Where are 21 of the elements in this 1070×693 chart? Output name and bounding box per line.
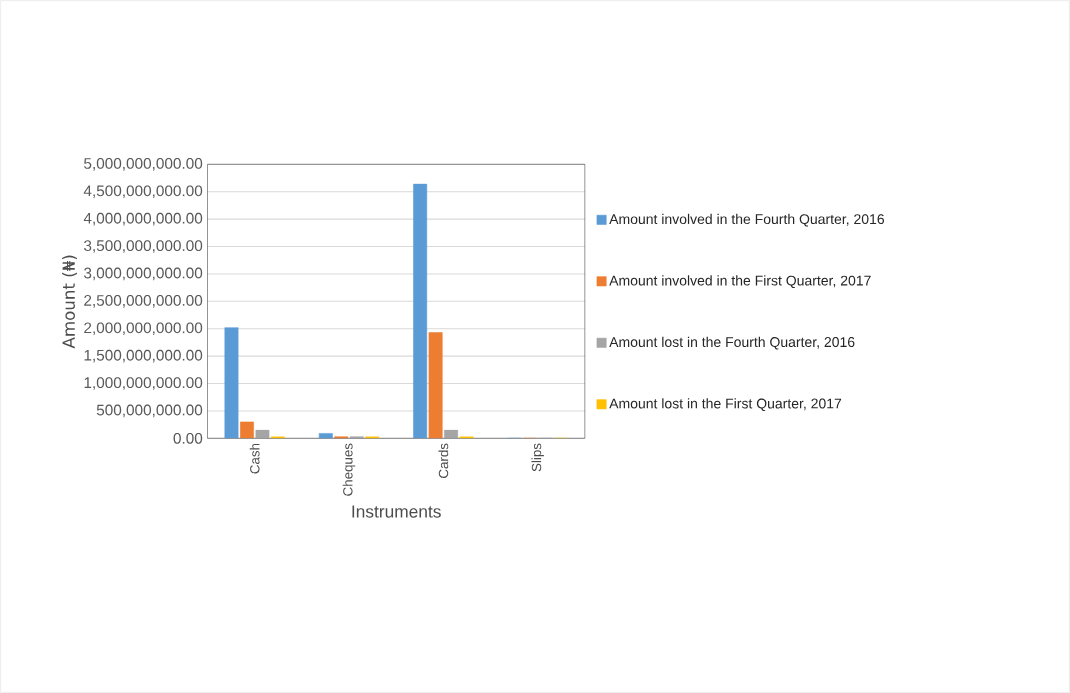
legend-label: Amount lost in the First Quarter, 2017 [609, 398, 842, 411]
legend-label: Amount involved in the Fourth Quarter, 2016 [609, 213, 885, 227]
y-tick-label: 4,500,000,000.00 [83, 185, 203, 199]
legend-label: Amount lost in the Fourth Quarter, 2016 [609, 336, 855, 350]
y-tick-label: 5,000,000,000.00 [84, 158, 203, 171]
y-tick-label: 3,000,000,000.00 [84, 267, 203, 281]
x-tick-label: Cash [249, 443, 260, 474]
x-tick-label: Cards [438, 443, 449, 478]
y-axis-title: Amount (₦) [62, 255, 77, 349]
y-tick-label: 500,000,000.00 [96, 404, 203, 418]
x-tick-label: Slips [531, 443, 544, 472]
legend-label: Amount involved in the First Quarter, 2017 [609, 275, 871, 289]
y-tick-label: 3,500,000,000.00 [84, 240, 203, 253]
x-axis-title: Instruments [352, 505, 441, 518]
y-tick-label: 2,000,000,000.00 [84, 322, 203, 336]
y-tick-label: 1,500,000,000.00 [84, 349, 203, 363]
y-tick-label: 1,000,000,000.00 [84, 377, 203, 390]
y-tick-label: 0.00 [173, 432, 203, 444]
y-tick-label: 4,000,000,000.00 [83, 212, 203, 226]
y-tick-label: 2,500,000,000.00 [84, 295, 203, 308]
x-tick-label: Cheques [342, 443, 356, 496]
